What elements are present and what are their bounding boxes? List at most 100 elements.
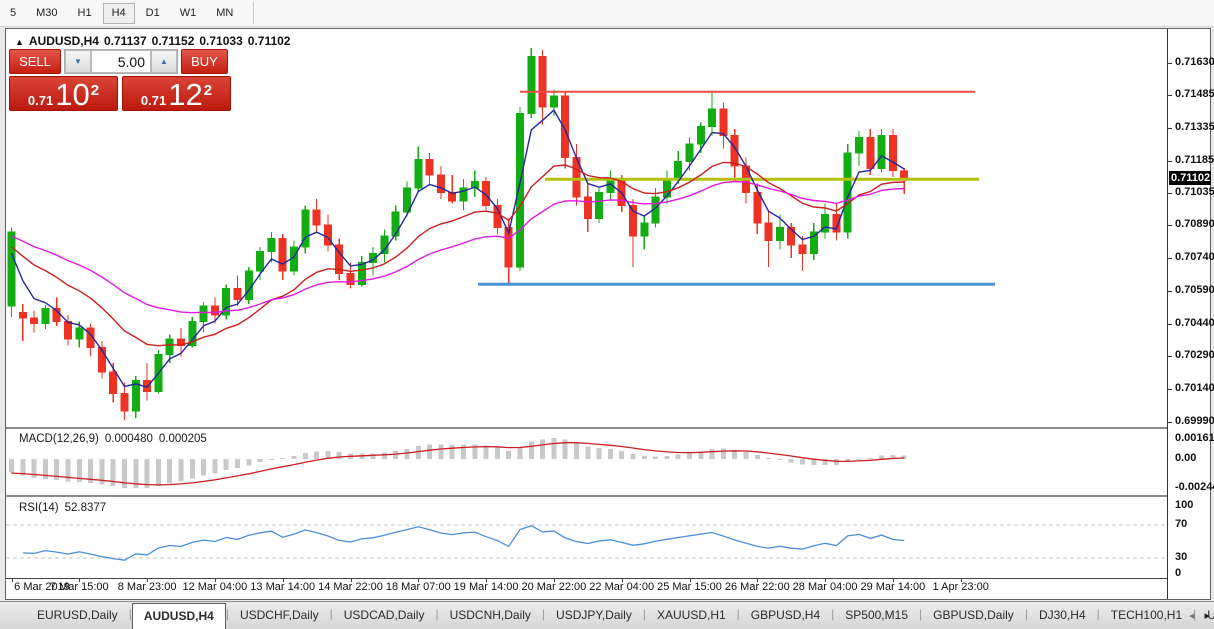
chart-tab-tech100-h1[interactable]: TECH100,H1 xyxy=(1110,608,1183,622)
time-axis-label: 6 Mar 2019 xyxy=(14,581,70,593)
tab-separator: | xyxy=(642,607,646,621)
tab-scroll-left-icon[interactable]: ◂ xyxy=(1188,610,1195,622)
time-axis-tick xyxy=(214,578,216,582)
price-axis-tick xyxy=(1168,290,1172,292)
timeframe-button-mn[interactable]: MN xyxy=(216,7,234,19)
candles-layer xyxy=(7,47,909,420)
one-click-trading-panel: SELL ▼ 5.00 ▲ BUY 0.71 10 2 0.71 12 2 xyxy=(9,49,231,111)
timeframe-button-h4[interactable]: H4 xyxy=(102,2,135,24)
sell-price-prefix: 0.71 xyxy=(27,93,54,108)
timeframe-toolbar: 5 M30 H1 H4 D1 W1 MN xyxy=(0,0,1214,27)
chart-title: ▲ AUDUSD,H4 0.71137 0.71152 0.71033 0.71102 xyxy=(15,34,295,48)
price-axis[interactable]: 0.71102 0.71630 0.71485 0.71335 0.71185 0.71… xyxy=(1167,29,1214,599)
tab-separator: | xyxy=(1096,607,1100,621)
macd-axis-label: 0.001615 xyxy=(1175,432,1214,444)
chart-tab-usdchf-daily[interactable]: USDCHF,Daily xyxy=(239,608,319,622)
time-axis-tick xyxy=(757,578,759,582)
price-axis-label: 0.71185 xyxy=(1175,153,1214,166)
buy-button[interactable]: BUY xyxy=(181,49,228,74)
chart-tab-sp500-m15[interactable]: SP500,M15 xyxy=(845,608,908,622)
tab-separator: | xyxy=(831,607,835,621)
time-axis-label: 12 Mar 04:00 xyxy=(182,581,248,593)
tab-separator: | xyxy=(1193,607,1197,621)
timeframe-button-d1[interactable]: D1 xyxy=(145,7,160,19)
macd-axis-label: 0.00 xyxy=(1175,452,1197,464)
volume-decrease-button[interactable]: ▼ xyxy=(65,50,91,73)
price-axis-tick xyxy=(1168,356,1172,358)
tab-separator: | xyxy=(225,607,229,621)
time-axis-tick xyxy=(11,578,13,582)
volume-stepper: ▼ 5.00 ▲ xyxy=(64,49,178,74)
tab-separator: | xyxy=(541,607,546,621)
time-axis-label: 29 Mar 14:00 xyxy=(860,581,926,593)
time-axis-tick xyxy=(350,578,352,582)
chart-tab-audusd-h4[interactable]: AUDUSD,H4 xyxy=(131,603,226,629)
sell-price-big: 10 xyxy=(55,77,90,112)
macd-main-value: 0.000480 xyxy=(104,433,153,445)
ohlc-close: 0.71102 xyxy=(247,34,291,48)
macd-panel-divider[interactable] xyxy=(6,427,1167,429)
main-chart-canvas[interactable] xyxy=(6,31,1167,428)
time-axis-tick xyxy=(689,578,691,582)
chart-tab-dj30-h4[interactable]: DJ30,H4 xyxy=(1038,608,1086,622)
rsi-pane-canvas[interactable] xyxy=(6,498,1167,578)
time-axis-label: 1 Apr 23:00 xyxy=(932,581,989,593)
chart-symbol: AUDUSD,H4 xyxy=(28,34,99,48)
chart-tab-xauusd-h1[interactable]: XAUUSD,H1 xyxy=(656,608,726,622)
tab-scroll-right-icon[interactable]: ▸ xyxy=(1204,610,1210,622)
macd-signal-line xyxy=(11,442,905,486)
timeframe-button-w1[interactable]: W1 xyxy=(179,7,197,19)
price-axis-label: 0.70590 xyxy=(1175,283,1214,296)
chart-tab-ukc[interactable]: UKC xyxy=(1207,608,1214,622)
chart-tab-usdcad-daily[interactable]: USDCAD,Daily xyxy=(343,608,425,622)
chart-tab-gbpusd-h4[interactable]: GBPUSD,H4 xyxy=(750,608,821,622)
tab-scroll-buttons: ◂ ▸ xyxy=(1189,609,1210,622)
timeframe-button-h1[interactable]: H1 xyxy=(77,7,92,19)
time-axis-label: 26 Mar 22:00 xyxy=(724,581,790,593)
rsi-axis-label: 0 xyxy=(1175,567,1182,579)
time-axis-label: 19 Mar 14:00 xyxy=(453,581,519,593)
time-axis-label: 18 Mar 07:00 xyxy=(385,581,451,593)
price-axis-label: 0.70890 xyxy=(1175,218,1214,231)
sell-price-tile[interactable]: 0.71 10 2 xyxy=(9,76,118,111)
price-axis-label: 0.70740 xyxy=(1175,251,1214,264)
time-axis-tick xyxy=(79,578,81,582)
chart-tab-usdjpy-daily[interactable]: USDJPY,Daily xyxy=(556,608,632,622)
buy-price-big: 12 xyxy=(168,77,203,112)
toolbar-separator xyxy=(253,2,255,24)
timeframe-button-5[interactable]: 5 xyxy=(10,7,17,19)
price-axis-tick xyxy=(1168,160,1172,162)
sell-button[interactable]: SELL xyxy=(9,49,61,74)
chart-tab-usdcnh-daily[interactable]: USDCNH,Daily xyxy=(449,608,531,622)
time-axis-tick xyxy=(282,578,284,582)
buy-price-tile[interactable]: 0.71 12 2 xyxy=(122,76,231,111)
buy-price-pipette: 2 xyxy=(203,82,213,99)
time-axis-tick xyxy=(621,578,623,582)
timeframe-button-m30[interactable]: M30 xyxy=(36,7,58,19)
rsi-indicator-label: RSI(14) 52.8377 xyxy=(19,502,107,514)
price-axis-label: 0.71035 xyxy=(1175,186,1214,199)
macd-pane-canvas[interactable] xyxy=(6,429,1167,495)
macd-histogram xyxy=(9,437,907,489)
price-axis-tick xyxy=(1168,258,1172,260)
price-axis-tick xyxy=(1168,225,1172,227)
price-axis-label: 0.70440 xyxy=(1175,316,1214,329)
price-axis-tick xyxy=(1168,193,1172,195)
time-axis-label: 8 Mar 23:00 xyxy=(117,581,177,593)
collapse-chart-icon[interactable]: ▲ xyxy=(15,37,24,47)
volume-input[interactable]: 5.00 xyxy=(91,50,151,73)
rsi-axis-label: 70 xyxy=(1175,518,1188,530)
time-axis-label: 14 Mar 22:00 xyxy=(318,581,383,593)
rsi-panel-divider[interactable] xyxy=(6,495,1167,497)
chart-window[interactable]: ▲ AUDUSD,H4 0.71137 0.71152 0.71033 0.71102 S… xyxy=(5,28,1214,600)
time-axis-tick xyxy=(825,578,827,582)
volume-increase-button[interactable]: ▲ xyxy=(151,50,177,73)
current-price-tag: 0.71102 xyxy=(1169,170,1211,185)
chart-tab-gbpusd-daily[interactable]: GBPUSD,Daily xyxy=(933,608,1014,622)
time-axis-label: 22 Mar 04:00 xyxy=(589,581,655,593)
time-axis-line xyxy=(6,578,1167,579)
chart-tab-eurusd-daily[interactable]: EURUSD,Daily xyxy=(37,608,118,622)
ohlc-high: 0.71152 xyxy=(151,34,195,48)
price-axis-label: 0.71335 xyxy=(1175,120,1214,133)
time-axis-tick xyxy=(553,578,555,582)
